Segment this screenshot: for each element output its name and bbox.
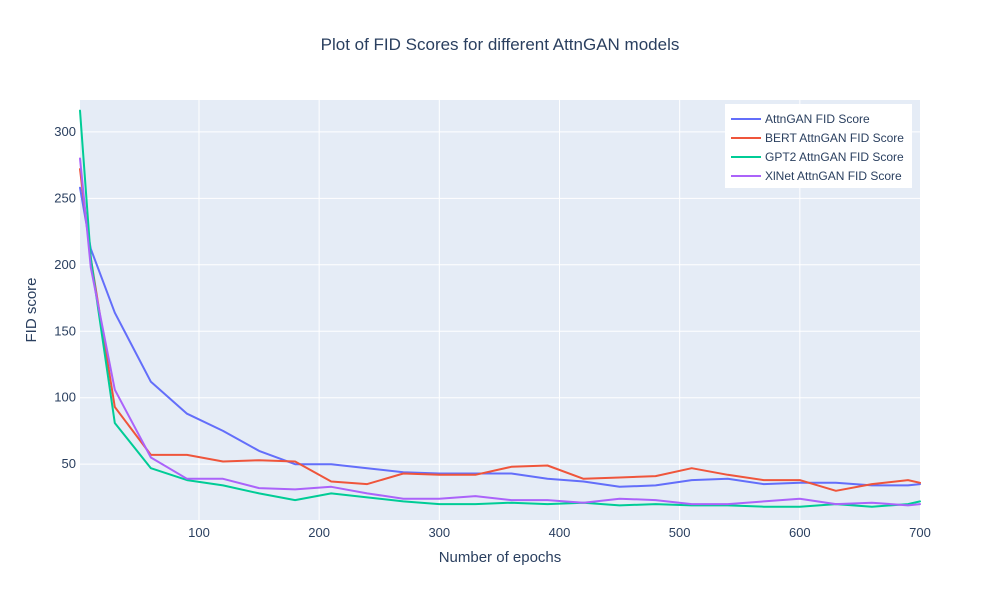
y-tick-label: 50 <box>62 456 76 471</box>
x-tick-label: 400 <box>549 525 571 540</box>
legend-label: XlNet AttnGAN FID Score <box>765 169 902 183</box>
y-tick-label: 150 <box>54 323 76 338</box>
x-tick-label: 200 <box>308 525 330 540</box>
legend-label: BERT AttnGAN FID Score <box>765 131 904 145</box>
y-tick-label: 250 <box>54 190 76 205</box>
y-axis-title: FID score <box>23 277 40 342</box>
series-line-2 <box>79 109 921 508</box>
x-tick-label: 300 <box>428 525 450 540</box>
y-tick-label: 100 <box>54 390 76 405</box>
grid-lines <box>80 100 920 520</box>
legend: AttnGAN FID Score BERT AttnGAN FID Score G… <box>725 104 912 188</box>
x-tick-label: 600 <box>789 525 811 540</box>
legend-label: AttnGAN FID Score <box>765 112 870 126</box>
x-tick-label: 500 <box>669 525 691 540</box>
x-tick-label: 100 <box>188 525 210 540</box>
series-line-3 <box>79 157 921 507</box>
x-axis-title: Number of epochs <box>439 549 562 566</box>
legend-label: GPT2 AttnGAN FID Score <box>765 150 904 164</box>
series-lines <box>79 109 921 508</box>
series-line-0 <box>79 186 921 488</box>
x-axis-ticks: 100 200 300 400 500 600 700 <box>188 525 931 540</box>
chart-title: Plot of FID Scores for different AttnGAN… <box>321 35 680 54</box>
y-tick-label: 300 <box>54 124 76 139</box>
series-line-1 <box>79 168 921 492</box>
y-tick-label: 200 <box>54 257 76 272</box>
x-tick-label: 700 <box>909 525 931 540</box>
y-axis-ticks: 50 100 150 200 250 300 <box>54 124 76 471</box>
